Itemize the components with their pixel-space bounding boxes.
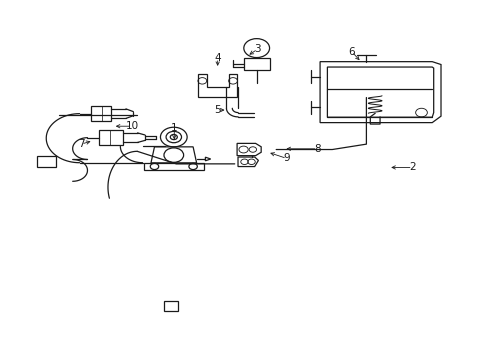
Text: 7: 7 [78, 139, 84, 149]
Text: 4: 4 [214, 53, 221, 63]
Text: 9: 9 [283, 153, 290, 163]
Text: 5: 5 [214, 105, 221, 115]
Text: 8: 8 [314, 144, 320, 154]
Text: 1: 1 [171, 123, 177, 133]
Text: 3: 3 [254, 44, 261, 54]
Text: 2: 2 [408, 162, 415, 172]
Text: 6: 6 [348, 46, 354, 57]
Bar [163, 301, 177, 311]
Text: 10: 10 [125, 121, 139, 131]
